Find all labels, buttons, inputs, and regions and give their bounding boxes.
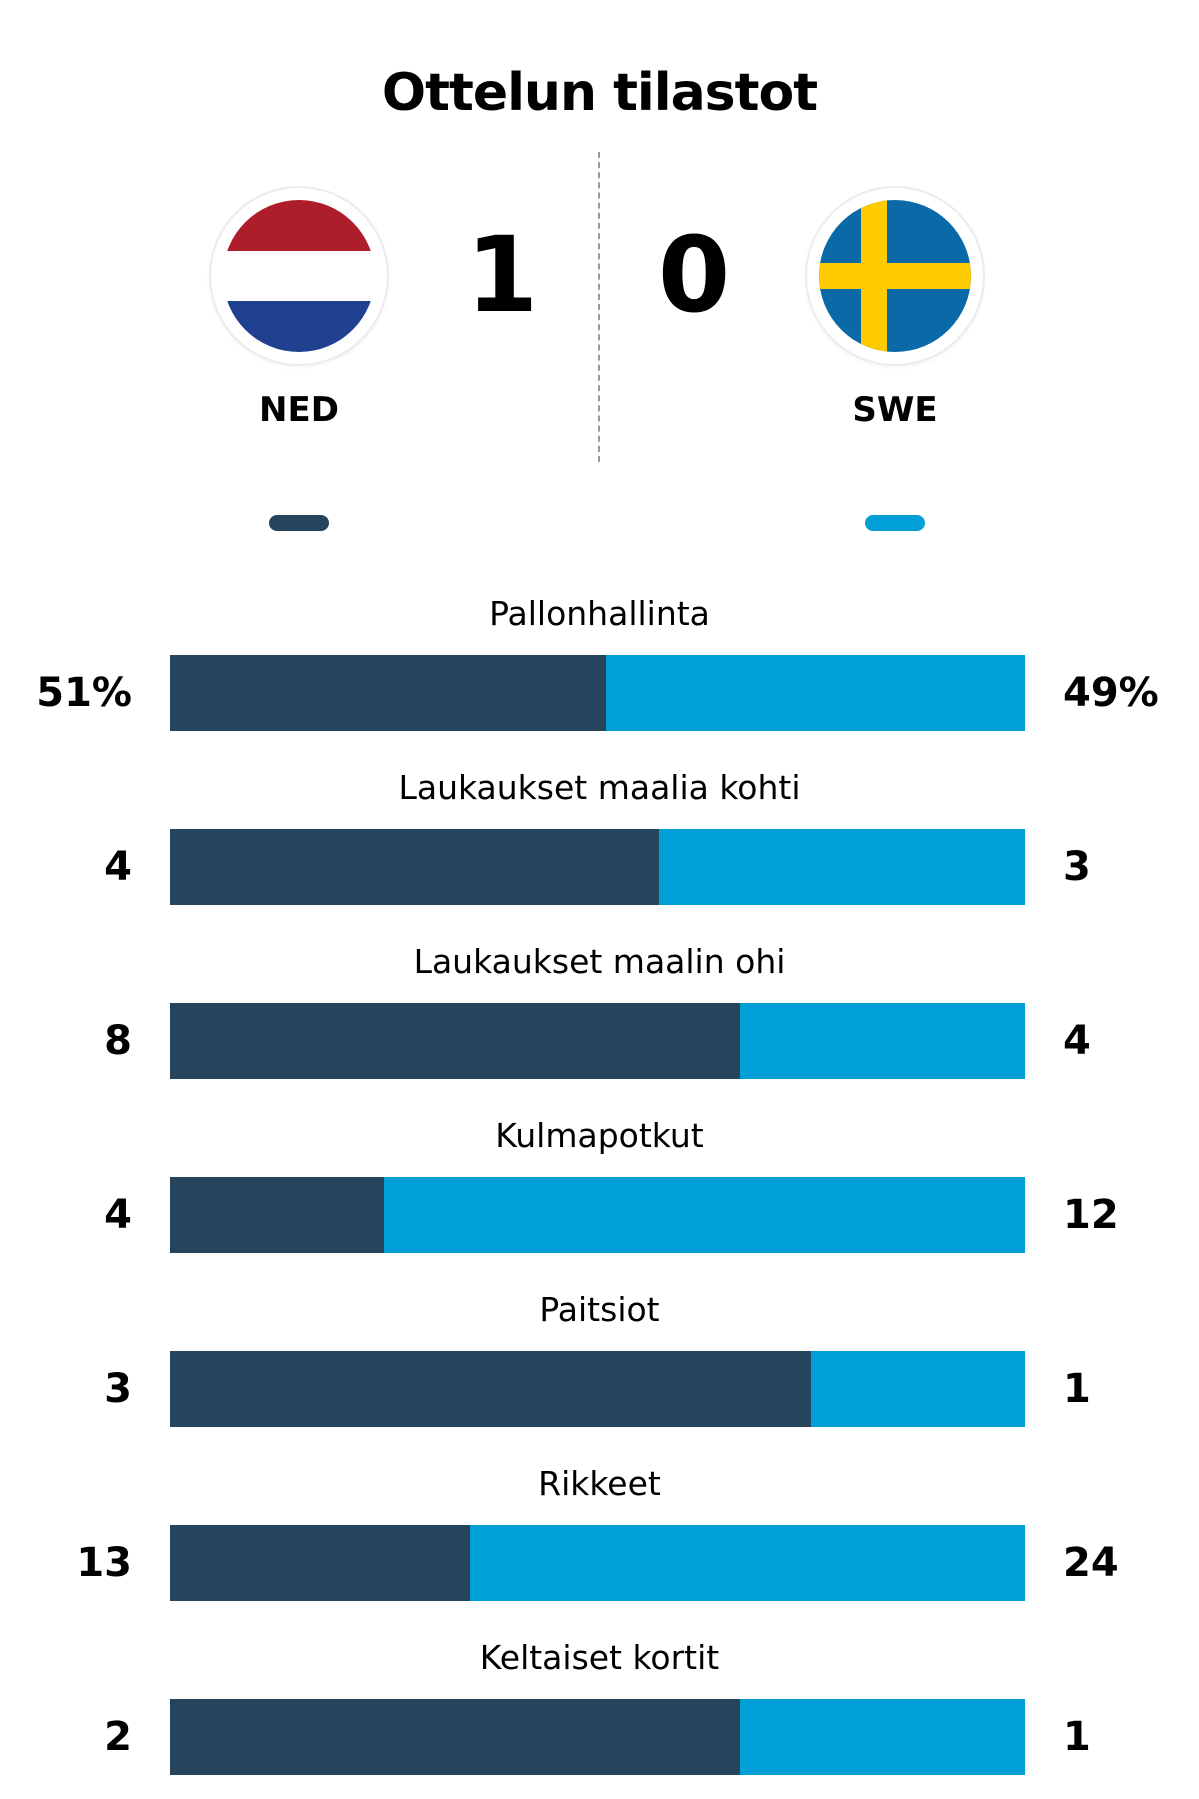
away-legend-swatch [865,515,925,531]
away-bar-segment [606,655,1025,731]
home-bar-segment [170,829,659,905]
away-bar-segment [740,1003,1025,1079]
home-stat-value: 8 [104,1018,132,1064]
stat-bar [170,1003,1025,1079]
away-bar-segment [470,1525,1025,1601]
stat-label: Kulmapotkut [495,1116,704,1155]
home-bar-segment [170,1003,740,1079]
home-stat-value: 3 [104,1366,132,1412]
home-bar-segment [170,1699,740,1775]
away-stat-value: 1 [1063,1366,1091,1412]
flag-stripe-white [223,251,375,301]
stat-label: Pallonhallinta [489,594,710,633]
home-stat-value: 4 [104,1192,132,1238]
away-stat-value: 12 [1063,1192,1119,1238]
home-bar-segment [170,1177,384,1253]
flag-cross-horizontal [819,263,971,289]
netherlands-flag-icon [223,200,375,352]
flag-stripe-blue [223,301,375,352]
away-bar-segment [740,1699,1025,1775]
away-stat-value: 49% [1063,670,1159,716]
away-team-flag [807,188,983,364]
stat-label: Keltaiset kortit [479,1638,720,1677]
home-stat-value: 2 [104,1714,132,1760]
away-stat-value: 24 [1063,1540,1119,1586]
stat-label: Laukaukset maalin ohi [413,942,786,981]
stat-bar [170,1525,1025,1601]
home-team-flag [211,188,387,364]
stat-label: Laukaukset maalia kohti [398,768,801,807]
away-score: 0 [657,214,731,336]
stat-label: Paitsiot [539,1290,660,1329]
home-bar-segment [170,1525,470,1601]
stat-bar [170,1177,1025,1253]
away-bar-segment [659,829,1025,905]
away-bar-segment [384,1177,1025,1253]
sweden-flag-icon [819,200,971,352]
stat-bar [170,1351,1025,1427]
home-legend-swatch [269,515,329,531]
home-bar-segment [170,1351,811,1427]
score-divider [598,152,600,462]
flag-stripe-red [223,200,375,251]
home-bar-segment [170,655,606,731]
away-stat-value: 3 [1063,844,1091,890]
home-stat-value: 13 [76,1540,132,1586]
stat-bar [170,1699,1025,1775]
stat-bar [170,829,1025,905]
stat-label: Rikkeet [538,1464,661,1503]
stat-bar [170,655,1025,731]
page-title: Ottelun tilastot [381,63,818,123]
away-stat-value: 1 [1063,1714,1091,1760]
home-score: 1 [465,214,539,336]
home-stat-value: 4 [104,844,132,890]
away-team-abbr: SWE [852,390,938,430]
away-bar-segment [811,1351,1025,1427]
home-team-abbr: NED [259,390,339,430]
home-stat-value: 51% [36,670,132,716]
away-stat-value: 4 [1063,1018,1091,1064]
